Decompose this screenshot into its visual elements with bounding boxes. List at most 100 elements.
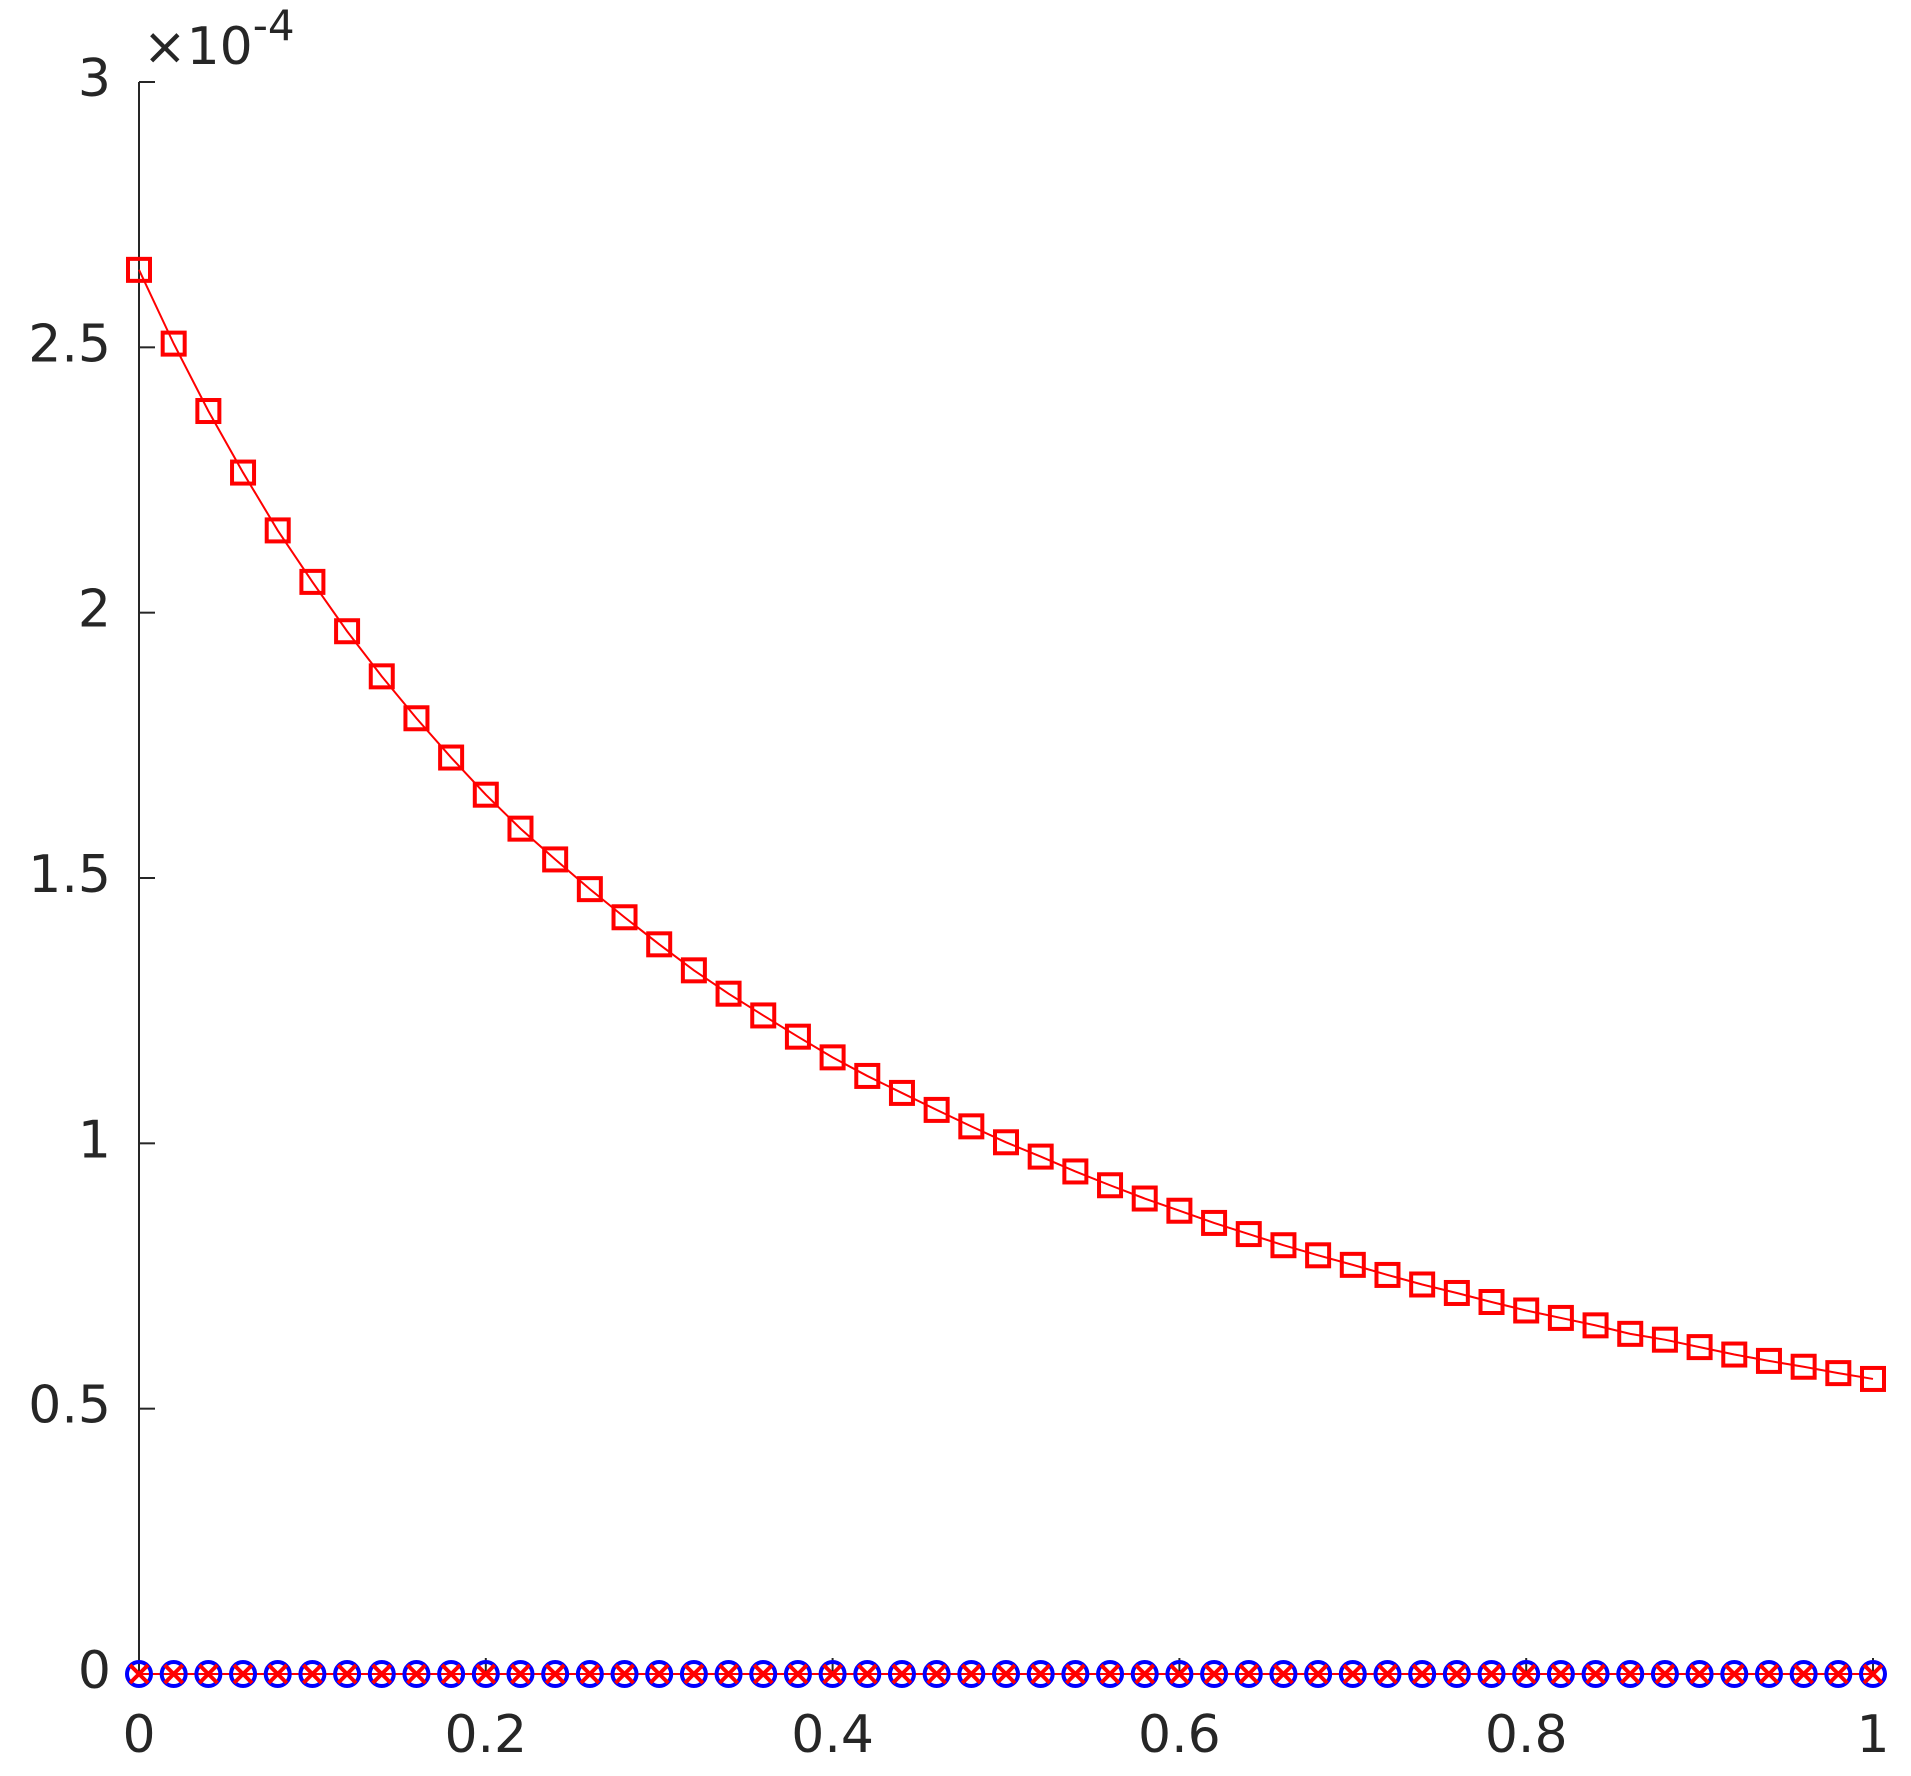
circle-marker xyxy=(749,1660,778,1688)
x-marker xyxy=(1064,1663,1086,1685)
square-marker xyxy=(195,398,222,425)
x-tick-label: 1 xyxy=(1856,1705,1889,1765)
x-tick-label: 0.6 xyxy=(1138,1705,1221,1765)
x-marker xyxy=(1030,1663,1052,1685)
square-marker xyxy=(299,568,326,595)
circle-marker xyxy=(1685,1660,1714,1688)
circle-marker xyxy=(1512,1660,1541,1688)
x-marker xyxy=(544,1663,566,1685)
square-marker xyxy=(784,1023,811,1050)
y-tick-label: 3 xyxy=(78,49,111,109)
square-marker xyxy=(1721,1341,1748,1368)
x-marker xyxy=(614,1663,635,1685)
circle-marker xyxy=(1061,1660,1090,1688)
square-marker xyxy=(888,1079,915,1106)
x-marker xyxy=(752,1663,774,1685)
y-tick-label: 0.5 xyxy=(28,1376,111,1436)
square-marker xyxy=(1651,1326,1678,1353)
circle-marker xyxy=(1373,1660,1402,1688)
circle-marker xyxy=(159,1660,188,1688)
circle-marker xyxy=(1130,1660,1159,1688)
square-marker xyxy=(1755,1347,1782,1374)
circle-marker xyxy=(1304,1660,1333,1688)
circle-marker xyxy=(922,1660,951,1688)
square-marker xyxy=(1443,1279,1470,1306)
square-marker xyxy=(368,663,395,690)
circle-marker xyxy=(1824,1660,1853,1688)
circle-marker xyxy=(853,1660,882,1688)
x-tick-label: 0.4 xyxy=(791,1705,874,1765)
x-marker xyxy=(1411,1663,1433,1685)
circle-marker xyxy=(957,1660,986,1688)
square-marker xyxy=(1790,1353,1817,1380)
circle-marker xyxy=(1859,1660,1887,1688)
square-marker xyxy=(576,876,603,903)
square-marker xyxy=(472,781,499,808)
circle-marker xyxy=(679,1660,708,1688)
x-marker xyxy=(1862,1663,1884,1685)
square-marker xyxy=(1617,1320,1644,1347)
x-marker xyxy=(1723,1663,1745,1685)
circle-marker xyxy=(194,1660,223,1688)
square-marker xyxy=(1860,1365,1886,1392)
square-marker xyxy=(819,1044,846,1071)
x-marker xyxy=(197,1663,219,1685)
circle-marker xyxy=(1165,1660,1194,1688)
x-marker xyxy=(1446,1663,1468,1685)
circle-marker xyxy=(437,1660,466,1688)
square-marker xyxy=(1027,1143,1054,1170)
x-marker xyxy=(1168,1663,1190,1685)
x-marker xyxy=(648,1663,670,1685)
square-marker xyxy=(1166,1197,1193,1224)
y-multiplier-exponent: -4 xyxy=(253,1,295,50)
circle-marker xyxy=(229,1660,258,1688)
x-marker xyxy=(1793,1663,1815,1685)
square-marker xyxy=(1478,1289,1505,1316)
square-marker xyxy=(1131,1185,1158,1212)
x-marker xyxy=(1134,1663,1156,1685)
x-marker xyxy=(1619,1663,1641,1685)
square-marker xyxy=(993,1129,1019,1156)
x-marker xyxy=(1550,1663,1572,1685)
square-marker xyxy=(680,957,707,984)
square-marker xyxy=(1339,1251,1366,1278)
circle-marker xyxy=(402,1660,431,1688)
circle-marker xyxy=(506,1660,535,1688)
x-tick-label: 0 xyxy=(122,1705,155,1765)
x-marker xyxy=(1758,1663,1780,1685)
square-marker xyxy=(1374,1261,1401,1288)
x-tick-label: 0.8 xyxy=(1485,1705,1568,1765)
y-tick-label: 1.5 xyxy=(28,845,111,905)
circle-marker xyxy=(367,1660,396,1688)
circle-marker xyxy=(1234,1660,1263,1688)
circle-marker xyxy=(1616,1660,1645,1688)
x-marker xyxy=(232,1663,254,1685)
y-multiplier: ×10-4 xyxy=(143,1,295,78)
x-marker xyxy=(128,1663,150,1685)
square-marker xyxy=(1062,1158,1089,1185)
y-multiplier-base: ×10 xyxy=(143,17,253,77)
square-marker xyxy=(958,1113,985,1140)
square-marker xyxy=(1097,1172,1124,1199)
x-marker xyxy=(856,1663,878,1685)
square-marker xyxy=(334,618,361,645)
x-marker xyxy=(926,1663,948,1685)
square-marker xyxy=(507,815,534,842)
square-marker xyxy=(1305,1242,1332,1269)
circle-marker xyxy=(263,1660,292,1688)
circle-marker xyxy=(1338,1660,1367,1688)
square-marker xyxy=(160,330,187,357)
y-tick-label: 2.5 xyxy=(28,314,111,374)
x-marker xyxy=(1342,1663,1364,1685)
circle-marker xyxy=(1269,1660,1298,1688)
circle-marker xyxy=(125,1660,153,1688)
square-marker xyxy=(264,517,291,544)
x-marker xyxy=(1273,1663,1294,1685)
x-marker xyxy=(787,1663,809,1685)
circle-marker xyxy=(1200,1660,1229,1688)
square-marker xyxy=(1201,1209,1228,1236)
x-marker xyxy=(960,1663,982,1685)
y-tick-label: 2 xyxy=(78,580,111,640)
circle-marker xyxy=(1546,1660,1575,1688)
square-marker xyxy=(1582,1312,1609,1339)
